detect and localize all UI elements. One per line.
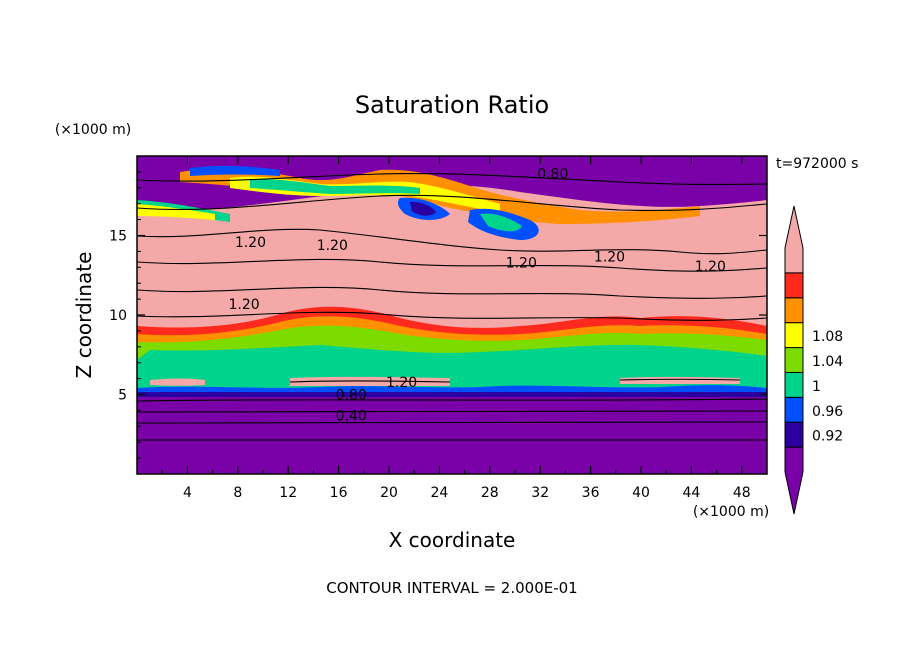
x-tick-label: 40 xyxy=(632,485,650,501)
contour-label: 1.20 xyxy=(506,256,537,272)
x-tick-label: 36 xyxy=(582,485,600,501)
contour-label: 0.40 xyxy=(336,408,367,424)
contour-label: 1.20 xyxy=(235,235,266,251)
contour-label: 0.80 xyxy=(336,388,367,404)
x-tick-label: 28 xyxy=(481,485,499,501)
colorbar-swatch xyxy=(784,446,804,515)
contour-label: 1.20 xyxy=(229,297,260,313)
colorbar-swatch xyxy=(784,347,804,373)
x-axis: 4 8 12 16 20 24 28 32 36 40 44 48 xyxy=(161,156,751,501)
x-tick-label: 44 xyxy=(682,485,700,501)
colorbar-swatch xyxy=(784,297,804,324)
colorbar-label: 0.92 xyxy=(812,429,843,445)
contour-label: 1.20 xyxy=(695,259,726,275)
contour-interval-footer: CONTOUR INTERVAL = 2.000E-01 xyxy=(326,579,577,597)
y-axis: 5 10 15 xyxy=(109,171,767,459)
colorbar-swatch xyxy=(784,371,804,398)
y-tick-label: 5 xyxy=(118,388,127,404)
contour-label: 0.80 xyxy=(537,167,568,183)
colorbar-label: 1 xyxy=(812,379,821,395)
time-label: t=972000 s xyxy=(776,156,858,172)
x-axis-title: X coordinate xyxy=(389,528,516,552)
x-tick-label: 4 xyxy=(183,485,192,501)
y-unit-label: (×1000 m) xyxy=(55,122,131,138)
colorbar-swatch xyxy=(784,272,804,299)
colorbar-swatch xyxy=(784,205,804,274)
colorbar-swatch xyxy=(784,396,804,423)
colorbar-label: 1.04 xyxy=(812,354,843,370)
x-tick-label: 32 xyxy=(531,485,549,501)
x-tick-label: 8 xyxy=(233,485,242,501)
contour-label-group: 0.80 1.20 1.20 1.20 1.20 1.20 1.20 1.20 0.80 0.40 xyxy=(229,167,726,425)
x-tick-label: 24 xyxy=(430,485,448,501)
y-tick-label: 10 xyxy=(109,308,127,324)
colorbar: 0.92 0.96 1 1.04 1.08 xyxy=(784,205,843,515)
colorbar-swatch xyxy=(784,322,804,349)
x-tick-label: 12 xyxy=(279,485,297,501)
x-tick-label: 20 xyxy=(380,485,398,501)
y-axis-title: Z coordinate xyxy=(72,252,96,379)
colorbar-label: 1.08 xyxy=(812,329,843,345)
x-unit-label: (×1000 m) xyxy=(693,504,769,520)
contour-label: 1.20 xyxy=(594,249,625,265)
x-tick-label: 16 xyxy=(330,485,348,501)
colorbar-swatch xyxy=(784,421,804,448)
contour-lines xyxy=(137,173,767,441)
colorbar-label: 0.96 xyxy=(812,404,843,420)
y-tick-label: 15 xyxy=(109,229,127,245)
contour-label: 1.20 xyxy=(386,375,417,391)
x-tick-label: 48 xyxy=(733,485,751,501)
contour-label: 1.20 xyxy=(317,238,348,254)
chart-title: Saturation Ratio xyxy=(355,91,549,119)
